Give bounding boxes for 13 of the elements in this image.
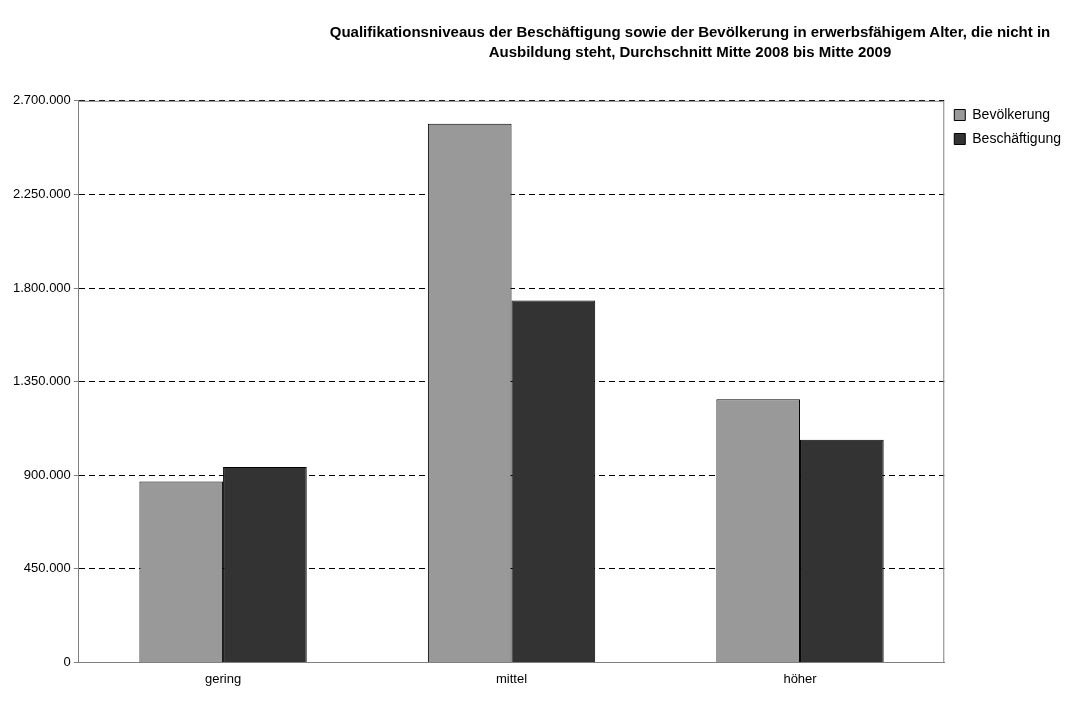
y-tick-label: 2.700.000 [12, 92, 71, 108]
y-tick-label: 1.350.000 [12, 373, 71, 389]
y-tick-label: 900.000 [23, 466, 71, 482]
y-tick-label: 2.250.000 [12, 185, 71, 201]
y-tick-label: 0 [63, 653, 71, 669]
legend-label: Bevölkerung [972, 105, 1051, 122]
chart-title: Qualifikationsniveaus der Beschäftigung sowie der Bevölkerung in erwerbsfähigem Alter, die nicht in Ausbildung steht, Durchschnitt Mitte 2008 bis Mitte 2009 [328, 22, 1052, 62]
y-tick-label: 450.000 [23, 560, 71, 576]
x-tick-label: gering [205, 670, 242, 686]
x-tick-label: höher [783, 670, 818, 686]
y-tick-label: 1.800.000 [12, 279, 71, 295]
legend-label: Beschäftigung [972, 129, 1061, 146]
x-tick-label: mittel [496, 670, 528, 686]
